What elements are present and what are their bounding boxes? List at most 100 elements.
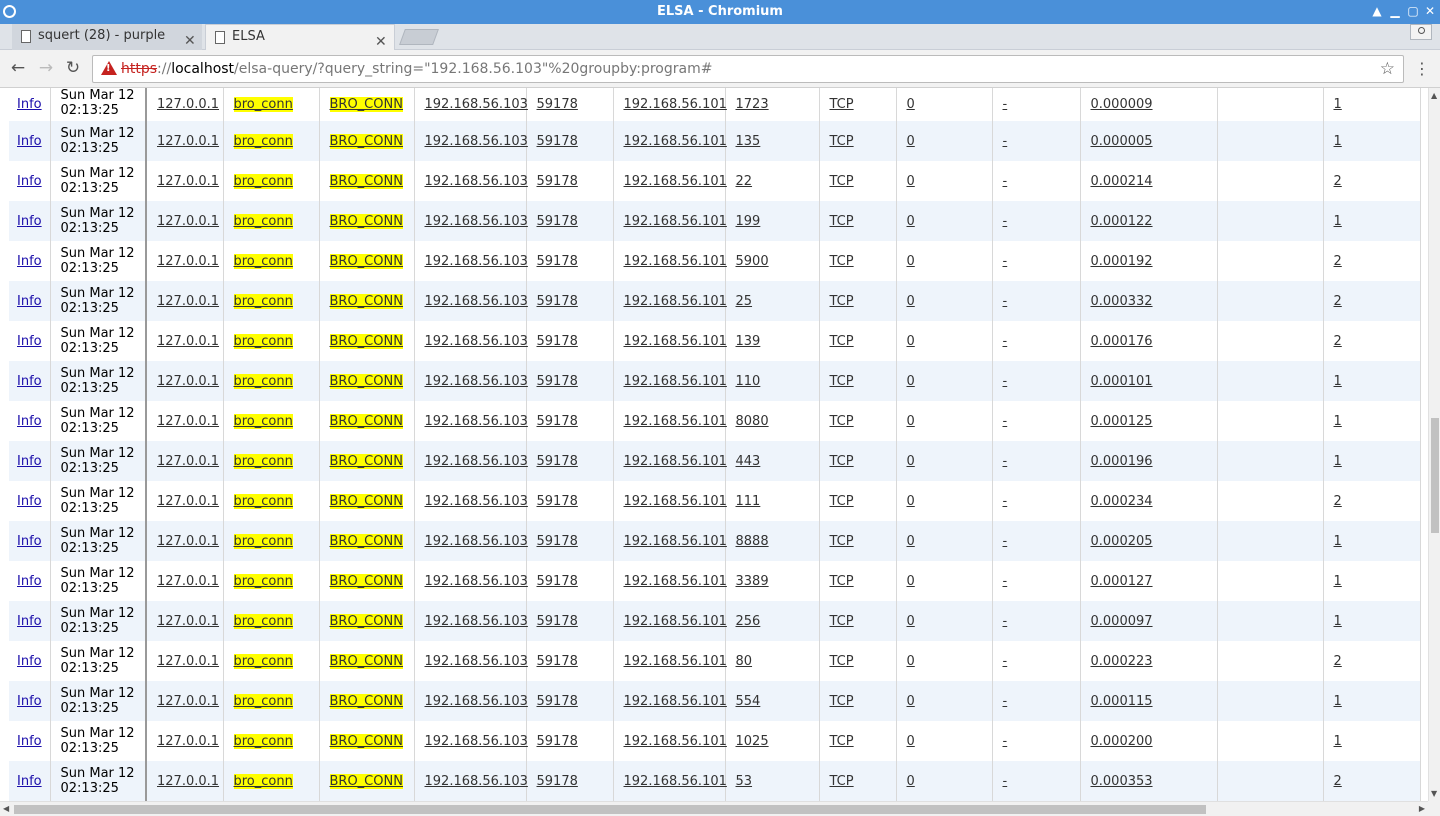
program-link[interactable]: bro_conn — [233, 493, 293, 509]
program-link[interactable]: bro_conn — [233, 173, 293, 189]
program-link[interactable]: bro_conn — [233, 773, 293, 789]
c2-link[interactable]: - — [1002, 133, 1008, 149]
duration-link[interactable]: 0.000234 — [1090, 493, 1153, 509]
proto-link[interactable]: TCP — [829, 213, 854, 229]
kebab-menu-icon[interactable]: ⋮ — [1414, 59, 1430, 78]
srcip-link[interactable]: 192.168.56.103 — [424, 493, 528, 509]
host-link[interactable]: 127.0.0.1 — [157, 493, 220, 509]
scroll-up-icon[interactable]: ▲ — [1431, 91, 1438, 100]
class-link[interactable]: BRO_CONN — [329, 253, 403, 269]
host-link[interactable]: 127.0.0.1 — [157, 413, 220, 429]
vertical-scrollbar[interactable]: ▲ ▼ — [1428, 88, 1440, 801]
host-link[interactable]: 127.0.0.1 — [157, 453, 220, 469]
srcport-link[interactable]: 59178 — [536, 533, 578, 549]
proto-link[interactable]: TCP — [829, 693, 854, 709]
srcport-link[interactable]: 59178 — [536, 373, 578, 389]
class-link[interactable]: BRO_CONN — [329, 413, 403, 429]
dstip-link[interactable]: 192.168.56.101 — [623, 253, 727, 269]
scroll-left-icon[interactable]: ◀ — [3, 804, 10, 813]
host-link[interactable]: 127.0.0.1 — [157, 333, 220, 349]
c2-link[interactable]: - — [1002, 213, 1008, 229]
proto-link[interactable]: TCP — [829, 533, 854, 549]
warning-icon[interactable] — [101, 61, 117, 75]
host-link[interactable]: 127.0.0.1 — [157, 173, 220, 189]
class-link[interactable]: BRO_CONN — [329, 493, 403, 509]
proto-link[interactable]: TCP — [829, 773, 854, 789]
host-link[interactable]: 127.0.0.1 — [157, 533, 220, 549]
class-link[interactable]: BRO_CONN — [329, 693, 403, 709]
srcip-link[interactable]: 192.168.56.103 — [424, 133, 528, 149]
srcip-link[interactable]: 192.168.56.103 — [424, 613, 528, 629]
c1-link[interactable]: 0 — [906, 493, 915, 509]
c2-link[interactable]: - — [1002, 97, 1008, 112]
c1-link[interactable]: 0 — [906, 733, 915, 749]
program-link[interactable]: bro_conn — [233, 293, 293, 309]
srcport-link[interactable]: 59178 — [536, 133, 578, 149]
c2-link[interactable]: - — [1002, 733, 1008, 749]
dstport-link[interactable]: 110 — [735, 373, 761, 389]
srcip-link[interactable]: 192.168.56.103 — [424, 773, 528, 789]
c2-link[interactable]: - — [1002, 333, 1008, 349]
srcip-link[interactable]: 192.168.56.103 — [424, 413, 528, 429]
info-link[interactable]: Info — [17, 493, 42, 509]
host-link[interactable]: 127.0.0.1 — [157, 613, 220, 629]
class-link[interactable]: BRO_CONN — [329, 293, 403, 309]
srcport-link[interactable]: 59178 — [536, 333, 578, 349]
proto-link[interactable]: TCP — [829, 133, 854, 149]
info-link[interactable]: Info — [17, 653, 42, 669]
dstip-link[interactable]: 192.168.56.101 — [623, 733, 727, 749]
srcip-link[interactable]: 192.168.56.103 — [424, 253, 528, 269]
c2-link[interactable]: - — [1002, 293, 1008, 309]
close-icon[interactable]: ✕ — [184, 33, 196, 49]
dstport-link[interactable]: 1723 — [735, 97, 769, 112]
duration-link[interactable]: 0.000127 — [1090, 573, 1153, 589]
new-tab-button[interactable] — [399, 29, 439, 45]
c1-link[interactable]: 0 — [906, 533, 915, 549]
proto-link[interactable]: TCP — [829, 653, 854, 669]
dstip-link[interactable]: 192.168.56.101 — [623, 453, 727, 469]
host-link[interactable]: 127.0.0.1 — [157, 293, 220, 309]
star-icon[interactable]: ☆ — [1379, 59, 1395, 79]
srcport-link[interactable]: 59178 — [536, 693, 578, 709]
window-up-icon[interactable]: ▲ — [1372, 4, 1382, 18]
reload-button[interactable]: ↻ — [63, 58, 83, 78]
c1-link[interactable]: 0 — [906, 213, 915, 229]
dstport-link[interactable]: 3389 — [735, 573, 769, 589]
dstip-link[interactable]: 192.168.56.101 — [623, 413, 727, 429]
class-link[interactable]: BRO_CONN — [329, 373, 403, 389]
program-link[interactable]: bro_conn — [233, 373, 293, 389]
class-link[interactable]: BRO_CONN — [329, 213, 403, 229]
class-link[interactable]: BRO_CONN — [329, 533, 403, 549]
host-link[interactable]: 127.0.0.1 — [157, 573, 220, 589]
c2-link[interactable]: - — [1002, 493, 1008, 509]
count-link[interactable]: 1 — [1333, 533, 1342, 549]
srcip-link[interactable]: 192.168.56.103 — [424, 97, 528, 112]
dstip-link[interactable]: 192.168.56.101 — [623, 573, 727, 589]
program-link[interactable]: bro_conn — [233, 693, 293, 709]
c2-link[interactable]: - — [1002, 773, 1008, 789]
info-link[interactable]: Info — [17, 453, 42, 469]
proto-link[interactable]: TCP — [829, 413, 854, 429]
srcport-link[interactable]: 59178 — [536, 573, 578, 589]
info-link[interactable]: Info — [17, 213, 42, 229]
url-text[interactable]: https://localhost/elsa-query/?query_stri… — [121, 61, 712, 77]
host-link[interactable]: 127.0.0.1 — [157, 373, 220, 389]
srcport-link[interactable]: 59178 — [536, 733, 578, 749]
dstport-link[interactable]: 8080 — [735, 413, 769, 429]
dstport-link[interactable]: 199 — [735, 213, 761, 229]
proto-link[interactable]: TCP — [829, 733, 854, 749]
host-link[interactable]: 127.0.0.1 — [157, 213, 220, 229]
srcport-link[interactable]: 59178 — [536, 613, 578, 629]
program-link[interactable]: bro_conn — [233, 253, 293, 269]
count-link[interactable]: 2 — [1333, 173, 1342, 189]
dstip-link[interactable]: 192.168.56.101 — [623, 173, 727, 189]
info-link[interactable]: Info — [17, 133, 42, 149]
program-link[interactable]: bro_conn — [233, 453, 293, 469]
c1-link[interactable]: 0 — [906, 413, 915, 429]
dstip-link[interactable]: 192.168.56.101 — [623, 693, 727, 709]
srcip-link[interactable]: 192.168.56.103 — [424, 653, 528, 669]
dstport-link[interactable]: 8888 — [735, 533, 769, 549]
class-link[interactable]: BRO_CONN — [329, 613, 403, 629]
srcip-link[interactable]: 192.168.56.103 — [424, 293, 528, 309]
profile-button[interactable] — [1410, 24, 1432, 40]
